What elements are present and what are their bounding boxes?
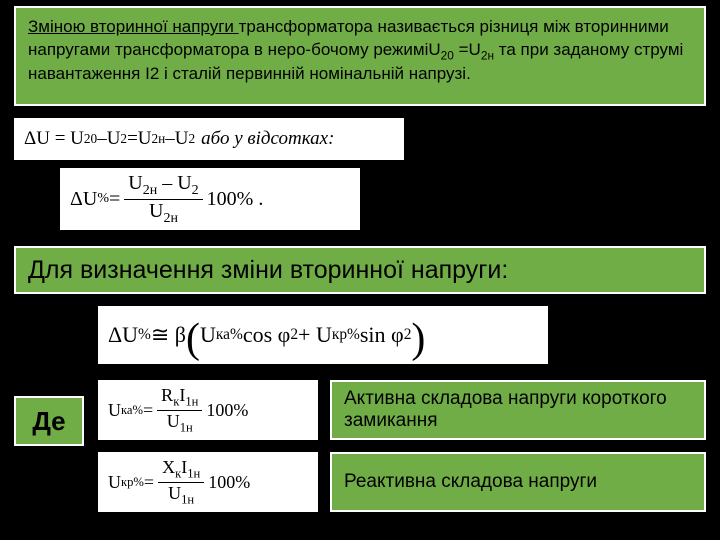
definition-sub2: 2н bbox=[481, 48, 494, 62]
f2-fraction: U2н – U2 U2н bbox=[124, 172, 202, 227]
formula-active: Uка% = RкI1н U1н 100% bbox=[98, 380, 318, 440]
definition-mid: =U bbox=[454, 40, 481, 59]
formula-delta-u-percent: ΔU% = U2н – U2 U2н 100% . bbox=[60, 168, 360, 230]
formula-delta-u: ΔU = U20–U2 =U2н–U2 або у відсотках: bbox=[14, 118, 404, 160]
formula-approx: ΔU% ≅ β (Uка% cos φ2 + Uкр% sin φ2) bbox=[98, 306, 548, 364]
definition-box: Зміною вторинної напруги трансформатора … bbox=[14, 6, 706, 106]
definition-sub1: 20 bbox=[441, 48, 454, 62]
f5-fraction: XкI1н U1н bbox=[158, 457, 204, 507]
f1-a: ΔU = U bbox=[24, 128, 84, 150]
definition-underlined: Зміною вторинної напруги bbox=[28, 17, 239, 36]
formula-reactive: Uкр% = XкI1н U1н 100% bbox=[98, 452, 318, 512]
where-label: Де bbox=[14, 396, 84, 446]
reactive-component-label: Реактивна складова напруги bbox=[330, 452, 706, 512]
section-header: Для визначення зміни вторинної напруги: bbox=[14, 246, 706, 294]
f1-tail: або у відсотках: bbox=[201, 128, 334, 150]
section-header-text: Для визначення зміни вторинної напруги: bbox=[28, 256, 508, 285]
f4-fraction: RкI1н U1н bbox=[157, 385, 202, 435]
active-component-label: Активна складова напруги короткого замик… bbox=[330, 380, 706, 440]
